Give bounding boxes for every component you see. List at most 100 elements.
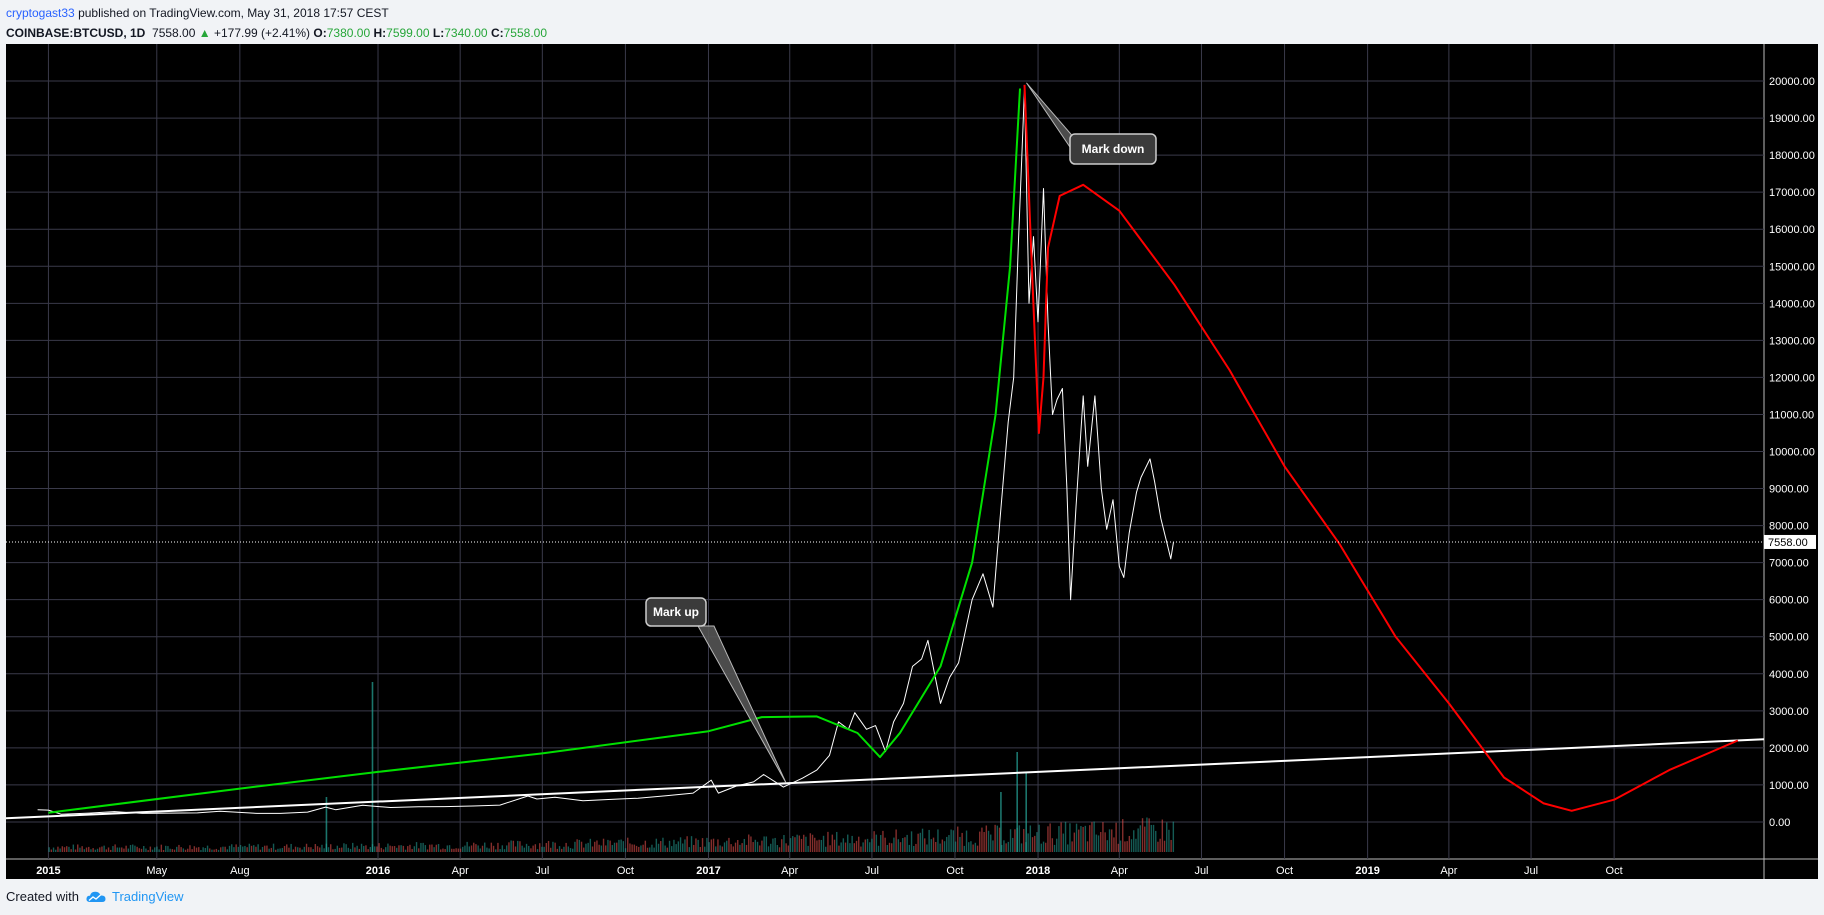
publish-info: cryptogast33 published on TradingView.co…: [6, 4, 547, 22]
volume-bar: [818, 839, 820, 852]
volume-bar: [499, 849, 501, 852]
volume-bar: [580, 841, 583, 852]
volume-bar: [444, 849, 446, 852]
chart-svg[interactable]: 0.00 1000.00 2000.00 3000.00 4000.00 5000.00 6…: [5, 44, 1818, 879]
volume-bar: [781, 839, 783, 852]
volume-bar: [281, 847, 284, 852]
volume-bar: [539, 843, 541, 852]
volume-bar: [365, 845, 367, 852]
volume-bar: [668, 840, 671, 852]
y-tick-label: 20000.00: [1769, 76, 1815, 88]
time-axis[interactable]: 2015 May Aug 2016 Apr Jul Oct 2017 Apr Jul Oct 2018…: [36, 865, 1622, 877]
volume-bar: [184, 849, 187, 852]
volume-bar: [380, 847, 383, 852]
price-axis-background[interactable]: [1764, 44, 1818, 879]
volume-bar: [114, 844, 116, 852]
volume-bar: [336, 845, 339, 852]
volume-bar: [413, 846, 416, 852]
volume-bar: [662, 837, 664, 852]
volume-bar: [288, 847, 290, 852]
published-text: published on TradingView.com, May 31, 20…: [78, 6, 389, 20]
author-link[interactable]: cryptogast33: [6, 6, 75, 20]
volume-bar: [550, 847, 552, 852]
volume-bar: [321, 844, 323, 852]
volume-bar: [776, 844, 779, 852]
volume-bar: [1152, 824, 1155, 852]
volume-bar: [765, 836, 768, 852]
volume-bar: [693, 844, 695, 852]
volume-bar: [277, 848, 279, 852]
volume-bar: [774, 837, 776, 852]
change-arrow-icon: ▲: [198, 26, 211, 40]
volume-bar: [105, 849, 108, 852]
volume-bar: [459, 848, 462, 852]
volume-bar: [96, 848, 99, 852]
volume-bar: [173, 849, 176, 852]
volume-bar: [671, 846, 673, 852]
volume-bar: [792, 836, 794, 852]
y-tick-label: 8000.00: [1769, 521, 1809, 533]
volume-bar: [297, 847, 299, 852]
volume-bar: [926, 844, 928, 852]
volume-bar: [250, 845, 253, 852]
volume-bar: [541, 846, 543, 852]
volume-bar: [1009, 829, 1012, 852]
volume-bar: [1047, 826, 1049, 852]
volume-bar: [638, 846, 640, 852]
volume-bar: [655, 838, 658, 852]
volume-bar: [717, 839, 719, 852]
chart-area[interactable]: 0.00 1000.00 2000.00 3000.00 4000.00 5000.00 6…: [5, 44, 1818, 879]
tradingview-link[interactable]: TradingView: [85, 889, 184, 904]
volume-bar: [985, 825, 988, 852]
volume-bar: [697, 839, 699, 852]
volume-bar: [853, 843, 856, 852]
volume-bar: [94, 849, 97, 852]
price-axis[interactable]: 0.00 1000.00 2000.00 3000.00 4000.00 5000.00 6…: [1764, 76, 1816, 829]
x-tick-label: May: [146, 865, 167, 877]
volume-bar: [836, 831, 838, 852]
volume-bar: [1003, 840, 1005, 852]
volume-bar: [924, 838, 926, 852]
volume-bar: [785, 843, 787, 852]
volume-bar: [963, 845, 966, 852]
volume-bar: [937, 829, 939, 852]
volume-bar: [217, 849, 220, 852]
y-tick-label: 0.00: [1769, 817, 1790, 829]
volume-bar: [565, 842, 567, 852]
volume-bar: [1150, 824, 1153, 852]
volume-bar: [831, 834, 834, 852]
created-with-text: Created with: [6, 889, 79, 904]
volume-bar: [510, 840, 512, 852]
volume-bar: [567, 846, 570, 852]
close-value: 7558.00: [503, 26, 548, 40]
volume-bar: [679, 837, 682, 852]
volume-bar: [1106, 840, 1109, 852]
plot-series: [5, 84, 1765, 820]
volume-bar: [1168, 829, 1170, 852]
volume-bar: [871, 838, 873, 852]
volume-bar: [737, 839, 739, 852]
volume-bar: [79, 847, 81, 852]
volume-bar: [1042, 841, 1045, 852]
volume-bar: [594, 841, 596, 852]
volume-bar: [275, 849, 277, 852]
annotations: Mark up Mark down: [645, 82, 1157, 784]
volume-bar: [246, 847, 248, 852]
volume-bar: [1053, 844, 1056, 852]
volume-bar: [525, 843, 528, 852]
volume-bar: [140, 848, 143, 852]
volume-bar: [50, 849, 53, 852]
volume-bar: [1108, 829, 1111, 852]
volume-bar: [728, 837, 730, 852]
x-tick-label: 2016: [366, 865, 390, 877]
volume-bar: [809, 833, 812, 852]
volume-bar: [1170, 839, 1172, 852]
volume-bar: [490, 842, 493, 852]
volume-bar: [391, 846, 394, 852]
volume-bar: [151, 849, 154, 852]
high-value: 7599.00: [386, 26, 430, 40]
volume-bar: [1023, 829, 1025, 852]
volume-bar: [442, 848, 444, 852]
x-tick-label: Apr: [781, 865, 798, 877]
volume-bar: [501, 845, 504, 852]
